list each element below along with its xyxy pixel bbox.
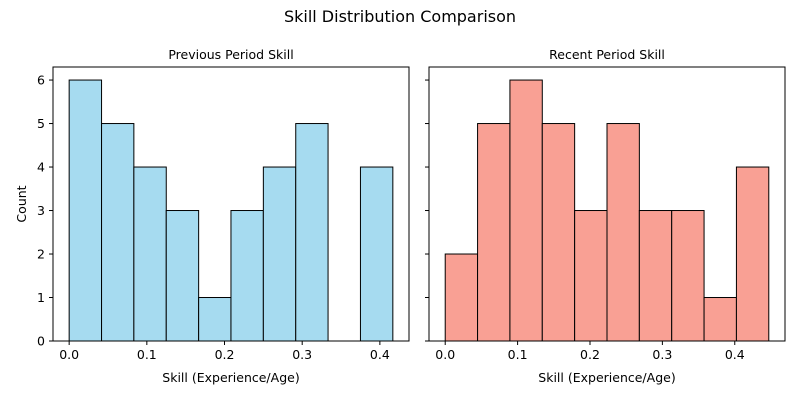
right-panel-x-axis-label: Skill (Experience/Age)	[538, 370, 675, 385]
left-panel-bar	[101, 123, 135, 342]
right-panel-bar	[638, 210, 673, 342]
left-panel-x-tick-label: 0.1	[137, 347, 157, 362]
right-panel-bar	[574, 210, 608, 342]
left-panel-x-ticks: 0.0 0.1 0.2 0.3 0.4	[59, 341, 390, 362]
left-panel-bar	[262, 166, 297, 342]
right-panel-x-tick-label: 0.4	[725, 347, 745, 362]
right-panel-bar	[735, 166, 770, 342]
right-panel-x-ticks: 0.0 0.1 0.2 0.3 0.4	[435, 341, 745, 362]
left-panel-bar	[295, 123, 329, 342]
left-panel-bar	[359, 166, 394, 342]
right-panel-x-tick-label: 0.2	[580, 347, 600, 362]
left-panel: Previous Period Skill Skill (Experience/…	[14, 47, 410, 385]
left-panel-bar	[165, 210, 200, 342]
left-panel-title: Previous Period Skill	[168, 47, 293, 62]
left-panel-y-tick-label: 5	[37, 116, 45, 131]
right-panel-x-tick-label: 0.0	[435, 347, 455, 362]
left-panel-y-axis-label: Count	[14, 185, 29, 222]
left-panel-x-tick-label: 0.2	[215, 347, 235, 362]
right-panel-bar	[703, 297, 737, 342]
right-panel-bar	[541, 123, 576, 342]
right-panel-y-ticks	[425, 79, 429, 342]
left-panel-y-ticks: 0 1 2 3 4 5 6	[37, 73, 53, 349]
left-panel-y-tick-label: 1	[37, 290, 45, 305]
left-panel-bar	[230, 210, 264, 342]
right-panel-x-tick-label: 0.3	[652, 347, 672, 362]
left-panel-y-tick-label: 2	[37, 247, 45, 262]
right-panel: Recent Period Skill Skill (Experience/Ag…	[425, 47, 786, 385]
right-panel-bar	[477, 123, 511, 342]
right-panel-bar	[509, 79, 543, 342]
left-panel-x-axis-label: Skill (Experience/Age)	[162, 370, 299, 385]
right-panel-x-tick-label: 0.1	[508, 347, 528, 362]
left-panel-bar	[68, 79, 103, 342]
left-panel-x-tick-label: 0.4	[370, 347, 390, 362]
left-panel-bars	[68, 79, 394, 342]
left-panel-y-tick-label: 3	[37, 203, 45, 218]
left-panel-x-tick-label: 0.3	[292, 347, 312, 362]
figure-title: Skill Distribution Comparison	[284, 7, 516, 26]
left-panel-y-tick-label: 4	[37, 160, 45, 175]
right-panel-bars	[444, 79, 770, 342]
left-panel-bar	[198, 297, 232, 342]
left-panel-frame	[52, 66, 410, 342]
right-panel-bar	[444, 253, 479, 342]
right-panel-bar	[671, 210, 705, 342]
left-panel-bar	[133, 166, 167, 342]
right-panel-bar	[606, 123, 640, 342]
left-panel-y-tick-label: 0	[37, 334, 45, 349]
right-panel-title: Recent Period Skill	[549, 47, 665, 62]
left-panel-y-tick-label: 6	[37, 73, 45, 88]
right-panel-frame	[428, 66, 786, 342]
left-panel-x-tick-label: 0.0	[59, 347, 79, 362]
